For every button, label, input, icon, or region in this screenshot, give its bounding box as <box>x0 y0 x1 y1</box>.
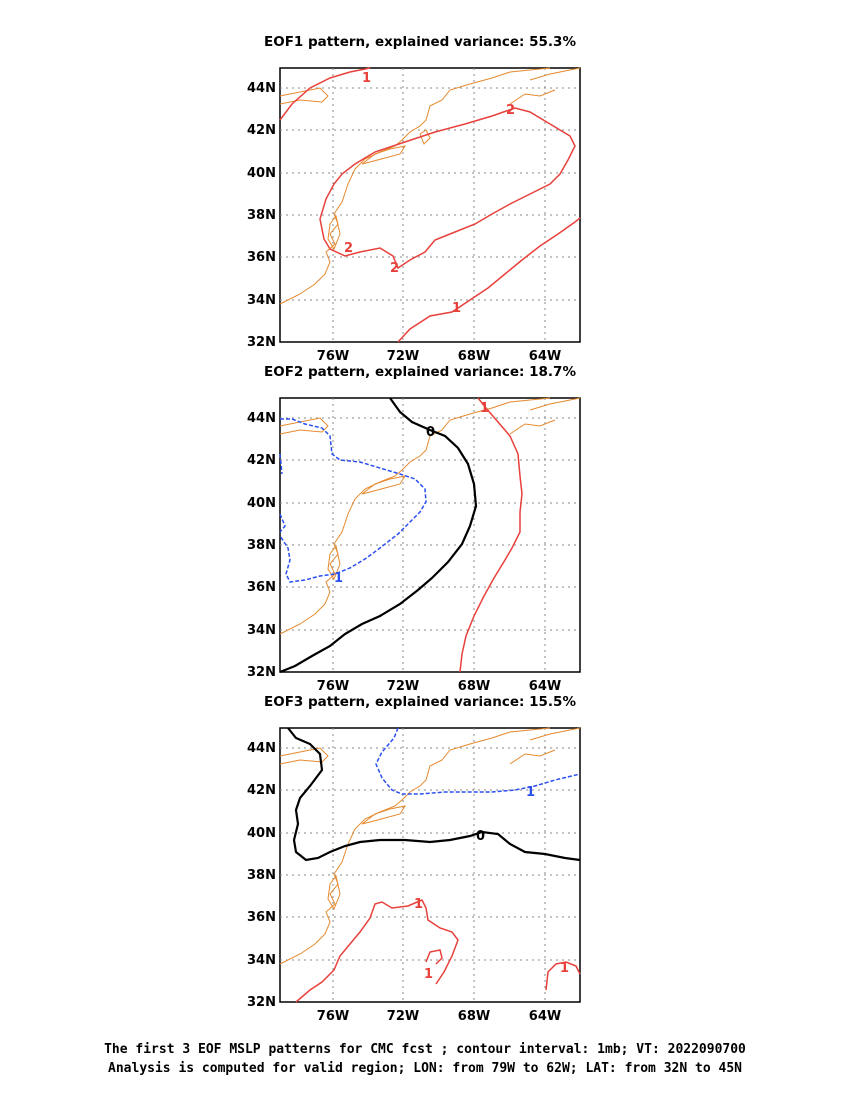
lat-tick: 34N <box>247 953 276 968</box>
eof3-panel: EOF3 pattern, explained variance: 15.5% <box>230 694 610 1024</box>
lon-tick-labels: 76W 72W 68W 64W <box>317 679 561 694</box>
grid-lines <box>280 728 580 1002</box>
lon-tick: 68W <box>458 1009 490 1024</box>
negative-contours <box>375 727 581 795</box>
zero-contour <box>287 727 581 862</box>
lat-tick: 38N <box>247 208 276 223</box>
eof3-map: 0 1 1 1 1 44N 42N 40N 38N 36N 34N 32N 76… <box>247 727 581 1024</box>
lat-tick: 32N <box>247 665 276 680</box>
contour-label: 0 <box>426 425 435 440</box>
positive-contours <box>295 899 581 1003</box>
contour-label: 2 <box>506 103 515 118</box>
lat-tick: 36N <box>247 580 276 595</box>
lat-tick: 44N <box>247 741 276 756</box>
lon-tick: 64W <box>529 1009 561 1024</box>
lat-tick: 42N <box>247 783 276 798</box>
lon-tick: 64W <box>529 679 561 694</box>
contour-label: 1 <box>334 571 343 586</box>
lat-tick: 42N <box>247 123 276 138</box>
contour-label: 2 <box>390 261 399 276</box>
eof3-title: EOF3 pattern, explained variance: 15.5% <box>264 694 576 710</box>
contour-label: 1 <box>452 301 461 316</box>
contour-label: 2 <box>344 241 353 256</box>
lat-tick: 40N <box>247 166 276 181</box>
positive-contours <box>459 397 523 673</box>
eof1-map: 1 2 2 2 1 44N 42N 40N 38N 36N 34N 32N 76… <box>247 67 581 364</box>
grid-lines <box>280 68 580 342</box>
contour-labels: 0 1 1 <box>334 401 489 586</box>
lat-tick: 42N <box>247 453 276 468</box>
lon-tick-labels: 76W 72W 68W 64W <box>317 1009 561 1024</box>
lat-tick: 40N <box>247 496 276 511</box>
caption-line-1: The first 3 EOF MSLP patterns for CMC fc… <box>104 1042 746 1057</box>
eof2-map: 0 1 1 44N 42N 40N 38N 36N 34N 32N 76W 72… <box>247 397 581 694</box>
contour-label: 1 <box>414 897 423 912</box>
eof1-panel: EOF1 pattern, explained variance: 55.3% … <box>230 34 610 364</box>
caption-line-2: Analysis is computed for valid region; L… <box>108 1061 742 1076</box>
lon-tick: 72W <box>387 1009 419 1024</box>
lon-tick: 64W <box>529 349 561 364</box>
lat-tick: 38N <box>247 868 276 883</box>
zero-contour <box>279 397 478 674</box>
eof1-title: EOF1 pattern, explained variance: 55.3% <box>264 34 576 50</box>
lon-tick: 68W <box>458 349 490 364</box>
contour-label: 1 <box>424 967 433 982</box>
lat-tick: 32N <box>247 335 276 350</box>
contour-label: 1 <box>480 401 489 416</box>
lat-tick-labels: 44N 42N 40N 38N 36N 34N 32N <box>247 741 276 1010</box>
lat-tick-labels: 44N 42N 40N 38N 36N 34N 32N <box>247 81 276 350</box>
lon-tick: 76W <box>317 1009 349 1024</box>
grid-lines <box>280 398 580 672</box>
contour-labels: 1 2 2 2 1 <box>344 71 515 316</box>
contour-label: 1 <box>560 961 569 976</box>
lat-tick: 36N <box>247 910 276 925</box>
eof2-panel: EOF2 pattern, explained variance: 18.7% <box>230 364 610 694</box>
lat-tick-labels: 44N 42N 40N 38N 36N 34N 32N <box>247 411 276 680</box>
lat-tick: 34N <box>247 623 276 638</box>
lon-tick: 72W <box>387 349 419 364</box>
contour-labels: 0 1 1 1 1 <box>414 785 569 982</box>
lat-tick: 44N <box>247 81 276 96</box>
eof2-title: EOF2 pattern, explained variance: 18.7% <box>264 364 576 380</box>
lat-tick: 32N <box>247 995 276 1010</box>
lon-tick: 76W <box>317 679 349 694</box>
lon-tick: 72W <box>387 679 419 694</box>
lat-tick: 36N <box>247 250 276 265</box>
coastline <box>279 727 581 965</box>
lon-tick: 76W <box>317 349 349 364</box>
positive-contours <box>279 67 581 343</box>
coastline <box>279 67 581 305</box>
contour-label: 1 <box>526 785 535 800</box>
lat-tick: 44N <box>247 411 276 426</box>
lat-tick: 40N <box>247 826 276 841</box>
lat-tick: 38N <box>247 538 276 553</box>
lat-tick: 34N <box>247 293 276 308</box>
lon-tick: 68W <box>458 679 490 694</box>
contour-label: 0 <box>476 829 485 844</box>
lon-tick-labels: 76W 72W 68W 64W <box>317 349 561 364</box>
negative-contours <box>279 418 427 583</box>
contour-label: 1 <box>362 71 371 86</box>
